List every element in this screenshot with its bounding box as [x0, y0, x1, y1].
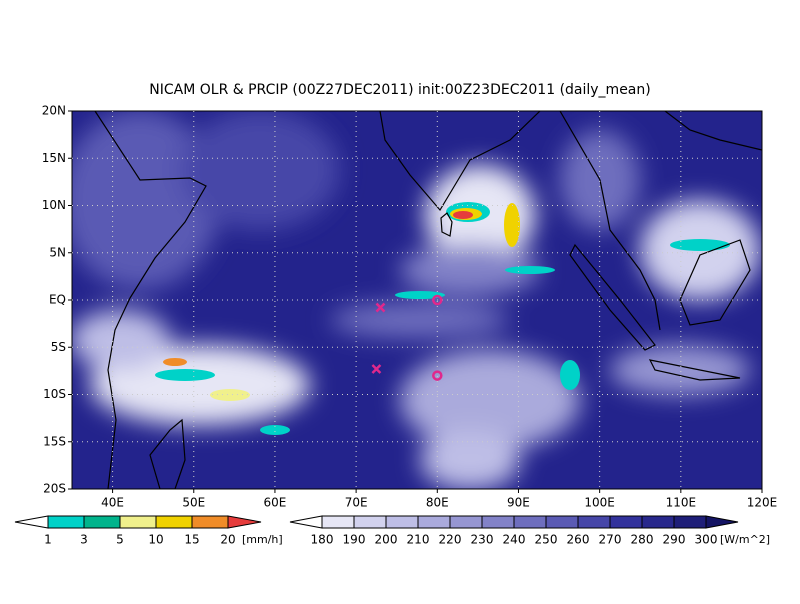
colorbar-label: 3 — [80, 533, 88, 547]
x-tick-label: 100E — [584, 496, 615, 510]
colorbar-unit: [W/m^2] — [720, 533, 770, 546]
colorbar-end — [227, 515, 262, 529]
colorbar-label: 180 — [311, 533, 334, 547]
colorbar-box — [321, 515, 355, 529]
colorbar-box — [417, 515, 451, 529]
x-tick-label: 110E — [666, 496, 697, 510]
chart-title: NICAM OLR & PRCIP (00Z27DEC2011) init:00… — [149, 82, 650, 98]
colorbar-box — [513, 515, 547, 529]
x-tick-label: 50E — [182, 496, 205, 510]
colorbar-label: 15 — [184, 533, 199, 547]
colorbar-box — [673, 515, 707, 529]
colorbar-label: 20 — [220, 533, 235, 547]
dynamic-layer: 40E 50E 60E 70E 80E 90E 100E 110E 120E20S15S10S5… — [14, 104, 778, 547]
colorbar-label: 200 — [375, 533, 398, 547]
colorbar-box — [83, 515, 121, 529]
storm-marker — [432, 294, 443, 306]
y-tick-label: 5N — [49, 245, 66, 259]
colorbar-box — [385, 515, 419, 529]
colorbar-label: 230 — [471, 533, 494, 547]
colorbar-unit: [mm/h] — [242, 533, 283, 546]
precip-patches — [155, 202, 730, 435]
storm-marker — [375, 302, 386, 313]
colorbar-label: 280 — [631, 533, 654, 547]
colorbar-label: 250 — [535, 533, 558, 547]
y-tick-label: EQ — [49, 293, 66, 307]
colorbar-box — [353, 515, 387, 529]
colorbar-end — [14, 515, 49, 529]
colorbar-label: 290 — [663, 533, 686, 547]
colorbar-label: 220 — [439, 533, 462, 547]
colorbar-label: 260 — [567, 533, 590, 547]
coastlines — [94, 111, 762, 489]
colorbar-label: 270 — [599, 533, 622, 547]
x-tick-label: 70E — [345, 496, 368, 510]
colorbar-end — [705, 515, 739, 529]
colorbar-label: 5 — [116, 533, 124, 547]
colorbar-label: 1 — [44, 533, 52, 547]
colorbar-box — [481, 515, 515, 529]
y-tick-label: 20S — [43, 482, 66, 496]
x-tick-label: 40E — [101, 496, 124, 510]
colorbar-box — [609, 515, 643, 529]
colorbar-box — [449, 515, 483, 529]
colorbar-label: 10 — [148, 533, 163, 547]
x-tick-label: 80E — [426, 496, 449, 510]
y-tick-label: 10N — [42, 198, 66, 212]
colorbar-box — [47, 515, 85, 529]
x-tick-label: 120E — [747, 496, 778, 510]
x-tick-label: 90E — [507, 496, 530, 510]
y-tick-label: 20N — [42, 104, 66, 118]
y-tick-label: 10S — [43, 387, 66, 401]
colorbar-box — [119, 515, 157, 529]
colorbar-box — [545, 515, 579, 529]
y-tick-label: 15S — [43, 434, 66, 448]
colorbar-end — [289, 515, 323, 529]
map-field — [72, 111, 762, 489]
storm-marker — [371, 364, 382, 374]
colorbar-label: 240 — [503, 533, 526, 547]
colorbar-box — [191, 515, 229, 529]
colorbar-label: 210 — [407, 533, 430, 547]
colorbar-box — [155, 515, 193, 529]
y-tick-label: 5S — [51, 340, 66, 354]
colorbar-label: 300 — [695, 533, 718, 547]
colorbar-box — [577, 515, 611, 529]
colorbar-label: 190 — [343, 533, 366, 547]
cloud-field — [72, 111, 760, 489]
colorbar-box — [641, 515, 675, 529]
storm-marker — [432, 370, 443, 381]
x-tick-label: 60E — [264, 496, 287, 510]
y-tick-label: 15N — [42, 151, 66, 165]
